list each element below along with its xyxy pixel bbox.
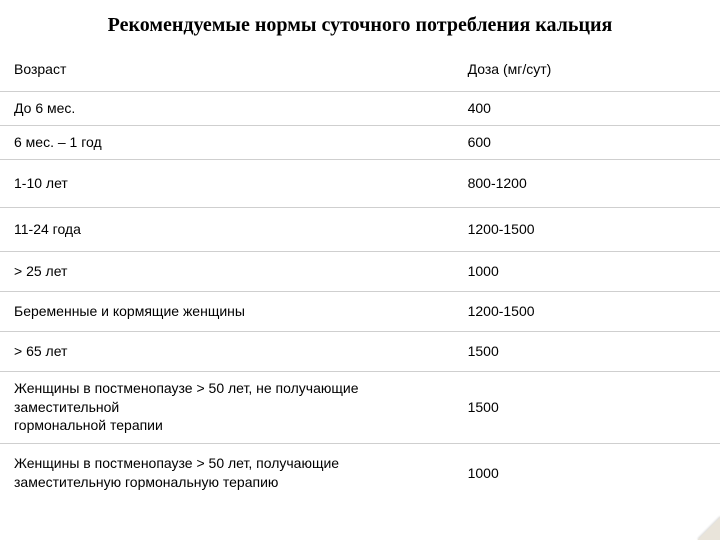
cell-dose: 600 bbox=[454, 125, 720, 159]
table-row: 6 мес. – 1 год600 bbox=[0, 125, 720, 159]
page-title: Рекомендуемые нормы суточного потреблени… bbox=[0, 14, 720, 47]
calcium-table: Возраст Доза (мг/сут) До 6 мес.4006 мес.… bbox=[0, 47, 720, 503]
table-row: > 65 лет1500 bbox=[0, 331, 720, 371]
cell-age: До 6 мес. bbox=[0, 91, 454, 125]
cell-dose: 1000 bbox=[454, 251, 720, 291]
table-body: До 6 мес.4006 мес. – 1 год6001-10 лет800… bbox=[0, 91, 720, 503]
cell-age: > 25 лет bbox=[0, 251, 454, 291]
cell-age: 11-24 года bbox=[0, 207, 454, 251]
slide: Рекомендуемые нормы суточного потреблени… bbox=[0, 0, 720, 540]
cell-age: 1-10 лет bbox=[0, 159, 454, 207]
cell-age: Беременные и кормящие женщины bbox=[0, 291, 454, 331]
cell-dose: 1000 bbox=[454, 443, 720, 503]
cell-dose: 1200-1500 bbox=[454, 207, 720, 251]
table-row: 1-10 лет800-1200 bbox=[0, 159, 720, 207]
table-row: Женщины в постменопаузе > 50 лет, получа… bbox=[0, 443, 720, 503]
table-row: Беременные и кормящие женщины1200-1500 bbox=[0, 291, 720, 331]
cell-dose: 800-1200 bbox=[454, 159, 720, 207]
table-row: > 25 лет1000 bbox=[0, 251, 720, 291]
cell-age: Женщины в постменопаузе > 50 лет, не пол… bbox=[0, 371, 454, 443]
cell-dose: 1500 bbox=[454, 371, 720, 443]
cell-dose: 1500 bbox=[454, 331, 720, 371]
table-row: До 6 мес.400 bbox=[0, 91, 720, 125]
table-header-row: Возраст Доза (мг/сут) bbox=[0, 47, 720, 91]
cell-dose: 1200-1500 bbox=[454, 291, 720, 331]
cell-age: 6 мес. – 1 год bbox=[0, 125, 454, 159]
cell-age: Женщины в постменопаузе > 50 лет, получа… bbox=[0, 443, 454, 503]
cell-dose: 400 bbox=[454, 91, 720, 125]
col-header-dose: Доза (мг/сут) bbox=[454, 47, 720, 91]
cell-age: > 65 лет bbox=[0, 331, 454, 371]
table-row: 11-24 года1200-1500 bbox=[0, 207, 720, 251]
table-row: Женщины в постменопаузе > 50 лет, не пол… bbox=[0, 371, 720, 443]
page-corner-fold-icon bbox=[688, 508, 720, 540]
col-header-age: Возраст bbox=[0, 47, 454, 91]
